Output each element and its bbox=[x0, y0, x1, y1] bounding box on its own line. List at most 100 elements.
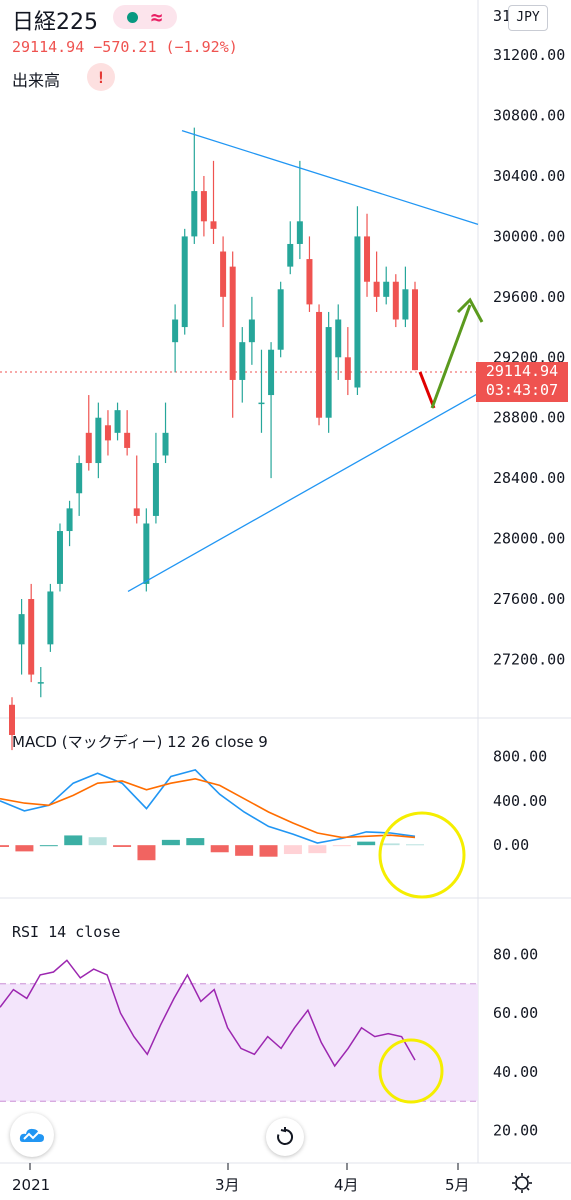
candle-body bbox=[296, 221, 303, 244]
macd-histogram-bar bbox=[137, 845, 156, 861]
macd-tick-label: 400.00 bbox=[493, 792, 547, 810]
tradingview-cloud-icon bbox=[19, 1128, 44, 1142]
candle-body bbox=[56, 531, 63, 584]
currency-badge[interactable]: JPY bbox=[508, 5, 548, 31]
tradingview-logo-button[interactable] bbox=[10, 1113, 54, 1157]
macd-axis: 800.00 400.00 0.00 bbox=[493, 748, 547, 855]
candle-body bbox=[316, 311, 323, 418]
symbol-title[interactable]: 日経225 bbox=[12, 10, 98, 35]
candle-body bbox=[200, 191, 207, 222]
rsi-axis: 80.00 60.00 40.00 20.00 bbox=[493, 945, 538, 1139]
candle-body bbox=[133, 508, 140, 516]
candle-body bbox=[258, 402, 265, 405]
candle-body bbox=[412, 289, 418, 371]
macd-layer bbox=[0, 769, 424, 861]
candle-body bbox=[229, 266, 236, 380]
macd-histogram-bar bbox=[406, 844, 424, 846]
candle-body bbox=[277, 289, 284, 350]
macd-histogram-bar bbox=[210, 845, 229, 853]
rsi-tick-label: 20.00 bbox=[493, 1122, 538, 1140]
candle-body bbox=[76, 463, 83, 494]
candle-body bbox=[162, 432, 169, 456]
bar-countdown: 03:43:07 bbox=[485, 381, 559, 399]
rsi-tick-label: 40.00 bbox=[493, 1063, 538, 1081]
last-price-value: 29114.94 bbox=[485, 362, 559, 380]
candles-layer bbox=[9, 127, 418, 751]
down-arrow-annotation bbox=[418, 371, 436, 409]
price-tick-label: 29200.00 bbox=[493, 348, 565, 366]
candle-body bbox=[210, 221, 217, 229]
candle-body bbox=[28, 599, 35, 675]
signal-line bbox=[0, 777, 416, 839]
candle-body bbox=[66, 508, 73, 532]
candle-body bbox=[181, 236, 188, 328]
macd-histogram-bar bbox=[332, 845, 351, 847]
up-arrow-annotation bbox=[430, 304, 472, 409]
macd-histogram-bar bbox=[0, 845, 9, 847]
price-tick-label: 28000.00 bbox=[493, 530, 565, 548]
candle-body bbox=[37, 682, 44, 684]
macd-line bbox=[0, 769, 416, 844]
warning-icon[interactable]: ! bbox=[87, 63, 115, 91]
candle-body bbox=[335, 319, 342, 358]
macd-histogram-bar bbox=[113, 845, 132, 847]
price-tick-label: 31200.00 bbox=[493, 46, 565, 64]
candle-body bbox=[392, 281, 399, 320]
candle-body bbox=[354, 236, 361, 388]
rsi-label[interactable]: RSI 14 close bbox=[12, 923, 120, 941]
candle-body bbox=[402, 289, 409, 320]
macd-label[interactable]: MACD (マックディー) 12 26 close 9 bbox=[12, 733, 268, 751]
wave-icon: ≈ bbox=[150, 5, 163, 29]
volume-label[interactable]: 出来高 bbox=[12, 71, 61, 90]
price-change-line: 29114.94 −570.21 (−1.92%) bbox=[12, 38, 238, 56]
rsi-layer bbox=[0, 959, 416, 1068]
candle-body bbox=[85, 432, 92, 464]
indicator-pill[interactable]: ≈ bbox=[113, 5, 177, 29]
macd-histogram-bar bbox=[308, 845, 327, 854]
rsi-tick-label: 80.00 bbox=[493, 945, 538, 963]
macd-histogram-bar bbox=[357, 841, 376, 846]
candle-body bbox=[18, 614, 25, 645]
time-label-mar: 3月 bbox=[215, 1176, 240, 1194]
price-tick-label: 27600.00 bbox=[493, 590, 565, 608]
candle-body bbox=[124, 432, 131, 448]
macd-histogram-bar bbox=[88, 837, 107, 846]
macd-histogram-bar bbox=[235, 845, 254, 856]
reset-view-button[interactable] bbox=[266, 1118, 304, 1156]
candle-body bbox=[344, 357, 351, 380]
candle-body bbox=[383, 281, 390, 297]
macd-histogram-bar bbox=[259, 845, 278, 857]
trendlines-layer bbox=[127, 130, 479, 593]
rsi-tick-label: 60.00 bbox=[493, 1004, 538, 1022]
candle-body bbox=[95, 417, 102, 464]
candle-body bbox=[287, 243, 294, 267]
macd-tick-label: 800.00 bbox=[493, 748, 547, 766]
macd-histogram-bar bbox=[15, 845, 34, 852]
candle-body bbox=[248, 319, 255, 343]
price-axis-top-partial: 31 bbox=[493, 7, 511, 25]
macd-histogram-bar bbox=[39, 845, 58, 847]
macd-histogram-bar bbox=[186, 838, 205, 846]
candle-body bbox=[268, 349, 275, 396]
macd-histogram-bar bbox=[161, 839, 180, 846]
last-price-tag: 29114.94 03:43:07 bbox=[476, 362, 568, 402]
candle-body bbox=[306, 259, 313, 305]
price-tick-label: 30000.00 bbox=[493, 227, 565, 245]
candle-body bbox=[239, 342, 246, 380]
rsi-band bbox=[0, 983, 478, 1102]
lower-trendline[interactable] bbox=[127, 392, 479, 593]
price-tick-label: 29600.00 bbox=[493, 288, 565, 306]
macd-highlight-circle bbox=[378, 811, 466, 899]
candle-body bbox=[152, 463, 159, 516]
candle-body bbox=[104, 425, 111, 441]
candle-body bbox=[47, 591, 54, 645]
candle-body bbox=[172, 319, 179, 343]
candle-body bbox=[114, 410, 121, 433]
time-label-2021: 2021 bbox=[12, 1176, 50, 1194]
macd-histogram-bar bbox=[64, 835, 83, 846]
price-tick-label: 28800.00 bbox=[493, 409, 565, 427]
gear-icon[interactable] bbox=[512, 1173, 532, 1193]
candle-body bbox=[143, 523, 150, 584]
upper-trendline[interactable] bbox=[181, 130, 479, 225]
